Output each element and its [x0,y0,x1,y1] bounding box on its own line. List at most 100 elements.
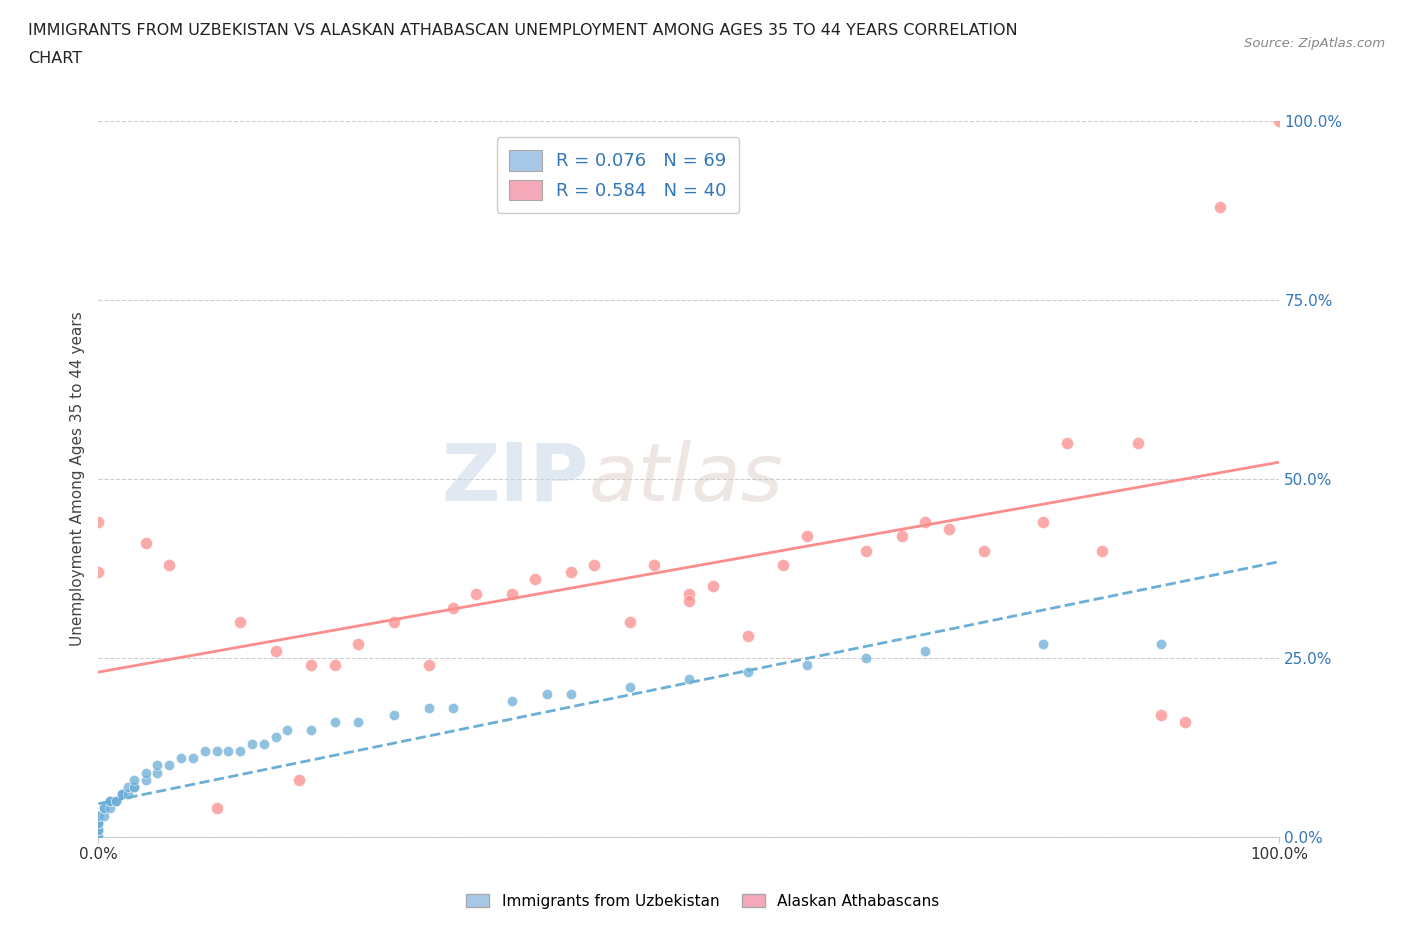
Point [737,665,759,680]
Point [938,522,960,537]
Point [135,536,157,551]
Point [276,722,298,737]
Point [87,816,110,830]
Point [1174,715,1197,730]
Point [87,565,110,579]
Point [170,751,193,765]
Point [536,686,558,701]
Point [217,744,239,759]
Point [229,615,252,630]
Point [194,744,217,759]
Point [87,830,110,844]
Point [87,830,110,844]
Point [418,658,440,672]
Point [583,557,606,572]
Point [105,794,128,809]
Point [111,787,134,802]
Point [87,830,110,844]
Point [111,787,134,802]
Text: CHART: CHART [28,51,82,66]
Point [796,529,818,544]
Point [205,801,228,816]
Point [264,729,287,744]
Point [678,593,700,608]
Point [347,636,370,651]
Point [87,830,110,844]
Point [737,629,759,644]
Point [122,779,145,794]
Point [93,801,115,816]
Point [560,686,582,701]
Point [205,744,228,759]
Point [323,658,346,672]
Y-axis label: Unemployment Among Ages 35 to 44 years: Unemployment Among Ages 35 to 44 years [69,312,84,646]
Point [914,514,936,529]
Point [501,586,523,601]
Point [1032,636,1054,651]
Point [87,816,110,830]
Point [87,822,110,837]
Text: IMMIGRANTS FROM UZBEKISTAN VS ALASKAN ATHABASCAN UNEMPLOYMENT AMONG AGES 35 TO 4: IMMIGRANTS FROM UZBEKISTAN VS ALASKAN AT… [28,23,1018,38]
Point [441,700,464,715]
Point [299,722,322,737]
Point [157,557,180,572]
Point [914,644,936,658]
Point [1091,543,1114,558]
Point [347,715,370,730]
Point [87,808,110,823]
Point [855,651,877,666]
Point [501,694,523,709]
Point [93,801,115,816]
Point [87,808,110,823]
Text: atlas: atlas [589,440,783,518]
Point [796,658,818,672]
Point [135,765,157,780]
Point [157,758,180,773]
Point [1032,514,1054,529]
Point [702,578,724,594]
Point [678,586,700,601]
Point [678,672,700,687]
Point [87,830,110,844]
Point [87,816,110,830]
Point [418,700,440,715]
Point [619,615,641,630]
Point [181,751,204,765]
Point [87,822,110,837]
Point [1268,113,1291,128]
Point [1150,708,1173,723]
Point [253,737,276,751]
Point [117,787,139,802]
Point [87,816,110,830]
Point [524,572,547,587]
Point [229,744,252,759]
Point [87,822,110,837]
Point [890,529,912,544]
Point [93,808,115,823]
Point [323,715,346,730]
Point [1209,199,1232,214]
Point [382,708,405,723]
Point [264,644,287,658]
Point [122,772,145,787]
Point [973,543,995,558]
Legend: R = 0.076   N = 69, R = 0.584   N = 40: R = 0.076 N = 69, R = 0.584 N = 40 [496,137,740,213]
Point [87,830,110,844]
Point [855,543,877,558]
Point [87,830,110,844]
Point [87,514,110,529]
Point [122,779,145,794]
Point [240,737,263,751]
Point [87,830,110,844]
Point [98,801,121,816]
Point [98,794,121,809]
Point [441,601,464,616]
Point [1126,435,1149,450]
Point [288,772,311,787]
Point [299,658,322,672]
Point [1150,636,1173,651]
Point [105,794,128,809]
Point [619,679,641,694]
Point [111,787,134,802]
Point [117,779,139,794]
